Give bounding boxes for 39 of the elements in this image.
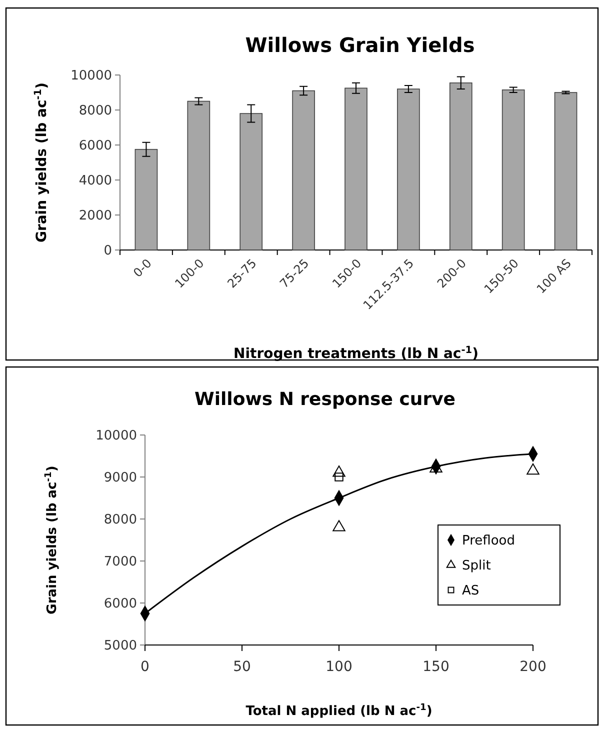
x-tick-label: 50 (233, 659, 251, 675)
point (332, 466, 346, 477)
bar (240, 113, 263, 250)
x-tick-label: 0-0 (130, 256, 154, 280)
x-tick-label: 0 (140, 659, 150, 675)
y-tick-label: 6000 (78, 138, 112, 154)
y-tick-label: 8000 (104, 512, 137, 528)
x-tick-label: 100 AS (534, 256, 574, 296)
x-tick-label: 100 (326, 659, 352, 675)
chart-title: Willows N response curve (194, 389, 456, 410)
x-axis-title: Nitrogen treatments (lb N ac$^{-1}$) (234, 344, 478, 362)
y-tick-label: 9000 (104, 470, 137, 486)
y-tick-label: 10000 (70, 68, 112, 84)
legend-label: Split (462, 558, 491, 574)
bar (554, 92, 578, 250)
legend-label: AS (462, 584, 480, 599)
x-tick-label: 200 (520, 659, 546, 675)
bar (397, 88, 420, 250)
bar (134, 148, 158, 250)
bar (449, 82, 472, 250)
bar (187, 100, 210, 250)
y-tick-label: 0 (104, 244, 112, 259)
y-tick-label: 5000 (104, 638, 137, 654)
y-tick-label: 8000 (78, 104, 112, 119)
point (332, 520, 346, 532)
y-tick-label: 6000 (104, 596, 137, 612)
bar (502, 89, 525, 250)
x-tick-label: 150 (422, 659, 450, 675)
point (526, 463, 540, 475)
chart-title: Willows Grain Yields (245, 33, 475, 57)
point (334, 472, 344, 482)
legend-label: Preflood (462, 534, 516, 549)
x-axis-title: Total N applied (lb N ac$^{-1}$) (246, 703, 432, 719)
bar (292, 90, 315, 250)
y-tick-label: 10000 (96, 428, 137, 444)
y-tick-label: 7000 (104, 554, 137, 570)
bar (344, 88, 368, 250)
y-tick-label: 2000 (78, 208, 112, 224)
y-tick-label: 4000 (78, 174, 112, 189)
